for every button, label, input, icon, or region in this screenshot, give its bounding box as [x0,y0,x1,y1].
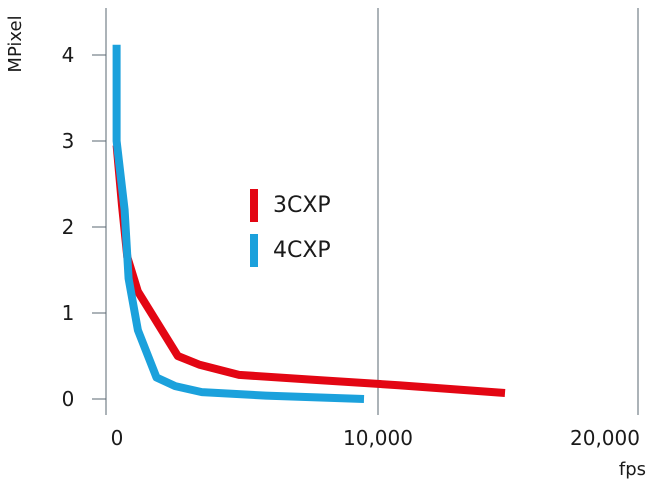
gridlines [105,8,639,415]
legend: 3CXP 4CXP [250,189,331,267]
series-line-4cxp [112,44,365,403]
series-line-3cxp [112,144,506,397]
y-tick-label: 4 [62,43,75,67]
legend-label: 4CXP [273,238,331,263]
legend-swatch-4cxp [250,234,258,267]
y-axis-ticks: 0 1 2 3 4 [62,43,106,411]
y-tick-label: 2 [62,215,75,239]
x-tick-label: 0 [111,426,124,450]
x-axis-ticks: 0 10,000 20,000 [111,426,640,450]
legend-label: 3CXP [273,193,331,218]
y-tick-label: 0 [62,387,75,411]
x-axis-label: fps [619,459,646,480]
legend-swatch-3cxp [250,189,258,222]
series-lines [112,44,506,403]
y-tick-label: 1 [62,301,75,325]
y-axis-label: MPixel [5,15,26,72]
y-tick-label: 3 [62,129,75,153]
x-tick-label: 20,000 [570,426,640,450]
x-tick-label: 10,000 [343,426,413,450]
